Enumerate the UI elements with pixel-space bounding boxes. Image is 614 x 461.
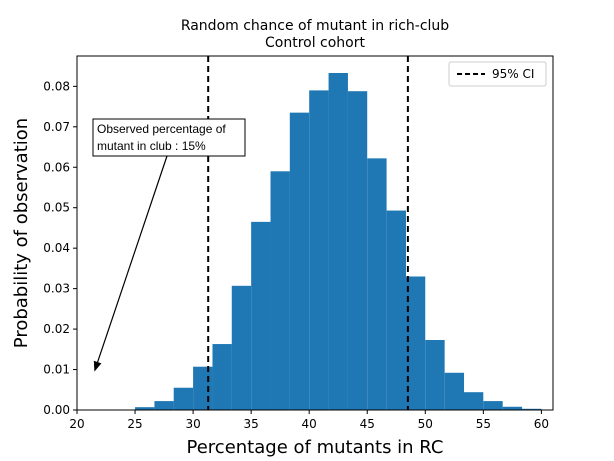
histogram-bar xyxy=(367,158,387,410)
y-tick-label: 0.04 xyxy=(43,241,70,255)
y-tick-label: 0.01 xyxy=(43,363,70,377)
histogram-bar xyxy=(309,90,329,410)
histogram-bars xyxy=(115,72,542,411)
legend-ci-label: 95% CI xyxy=(492,67,534,81)
x-tick-label: 50 xyxy=(418,417,433,431)
x-tick-label: 45 xyxy=(360,417,375,431)
x-tick-label: 30 xyxy=(185,417,200,431)
y-axis-label: Probability of observation xyxy=(11,118,32,348)
x-tick-label: 60 xyxy=(534,417,549,431)
annotation-text-line2: mutant in club : 15% xyxy=(97,139,206,153)
histogram-bar xyxy=(251,221,271,410)
histogram-bar xyxy=(425,340,445,410)
x-tick-label: 25 xyxy=(127,417,142,431)
chart-title: Random chance of mutant in rich-club xyxy=(181,18,449,34)
x-tick-label: 40 xyxy=(302,417,317,431)
y-tick-label: 0.08 xyxy=(43,79,70,93)
histogram-bar xyxy=(502,406,523,410)
y-axis-ticks: 0.00 0.01 0.02 0.03 0.04 0.05 0.06 0.07 0.08 xyxy=(43,79,77,417)
x-tick-label: 55 xyxy=(476,417,491,431)
x-tick-label: 20 xyxy=(69,417,84,431)
histogram-bar xyxy=(212,344,232,410)
annotation-arrow-head xyxy=(93,360,102,372)
histogram-bar xyxy=(386,210,406,410)
y-tick-label: 0.03 xyxy=(43,282,70,296)
legend-box xyxy=(448,61,547,87)
x-axis-label: Percentage of mutants in RC xyxy=(187,437,444,458)
y-tick-label: 0.07 xyxy=(43,120,70,134)
histogram-bar xyxy=(328,72,348,411)
chart-subtitle: Control cohort xyxy=(265,35,366,51)
ci-lines xyxy=(207,56,409,410)
histogram-bar xyxy=(289,112,310,410)
annotation-text-line1: Observed percentage of xyxy=(97,122,226,136)
x-axis-ticks: 20 25 30 35 40 45 50 55 60 xyxy=(69,410,549,431)
histogram-bar xyxy=(231,285,252,410)
y-tick-label: 0.00 xyxy=(43,403,70,417)
histogram-bar xyxy=(444,372,465,410)
histogram-bar xyxy=(522,408,542,410)
y-tick-label: 0.05 xyxy=(43,201,70,215)
histogram-bar xyxy=(483,401,503,410)
legend: 95% CI xyxy=(448,61,547,87)
histogram-bar xyxy=(173,387,194,410)
y-tick-label: 0.06 xyxy=(43,160,70,174)
annotation: Observed percentage of mutant in club : … xyxy=(92,118,246,372)
histogram-bar xyxy=(405,276,426,410)
histogram-bar xyxy=(135,407,155,410)
histogram-bar xyxy=(193,366,213,410)
histogram-bar xyxy=(463,392,484,410)
histogram-bar xyxy=(154,401,174,410)
histogram-bar xyxy=(347,91,368,410)
annotation-box xyxy=(92,118,246,157)
plot-frame xyxy=(76,55,554,411)
y-tick-label: 0.02 xyxy=(43,322,70,336)
x-tick-label: 35 xyxy=(244,417,259,431)
annotation-arrow xyxy=(97,155,168,363)
histogram-bar xyxy=(270,171,290,410)
